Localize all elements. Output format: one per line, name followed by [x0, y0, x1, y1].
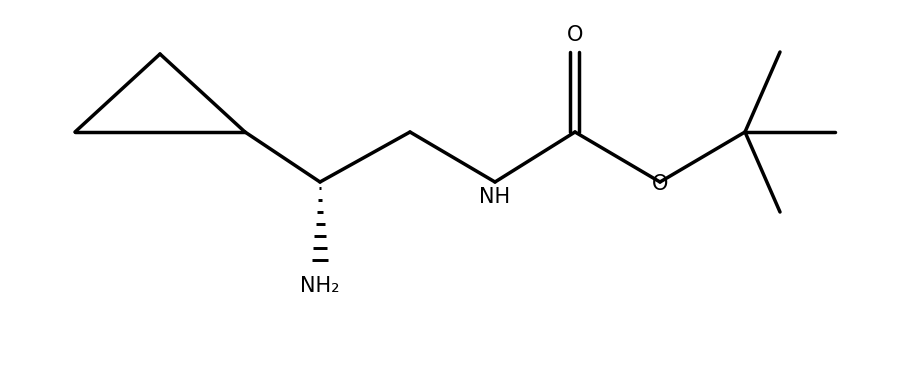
Text: NH: NH — [479, 187, 510, 207]
Text: NH₂: NH₂ — [300, 276, 340, 296]
Text: O: O — [566, 25, 582, 45]
Text: O: O — [651, 174, 667, 194]
